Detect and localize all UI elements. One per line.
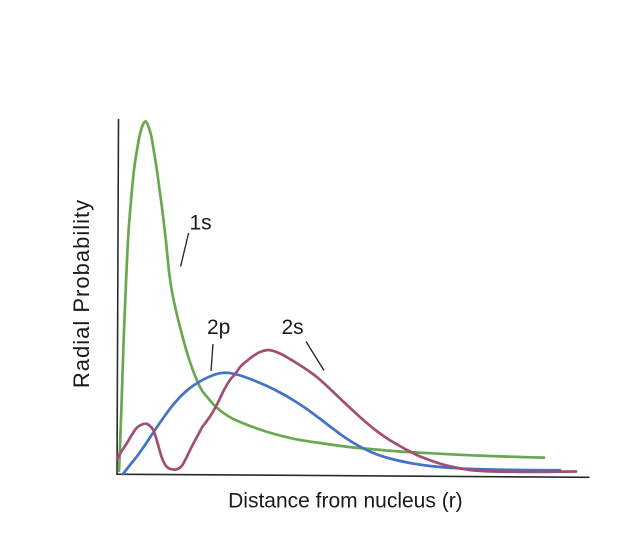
svg-text:Radial Probability: Radial Probability [69, 199, 94, 388]
svg-text:Distance from nucleus (r): Distance from nucleus (r) [228, 490, 463, 513]
svg-text:2s: 2s [282, 316, 304, 339]
svg-text:1s: 1s [190, 212, 212, 235]
svg-text:2p: 2p [207, 316, 230, 339]
